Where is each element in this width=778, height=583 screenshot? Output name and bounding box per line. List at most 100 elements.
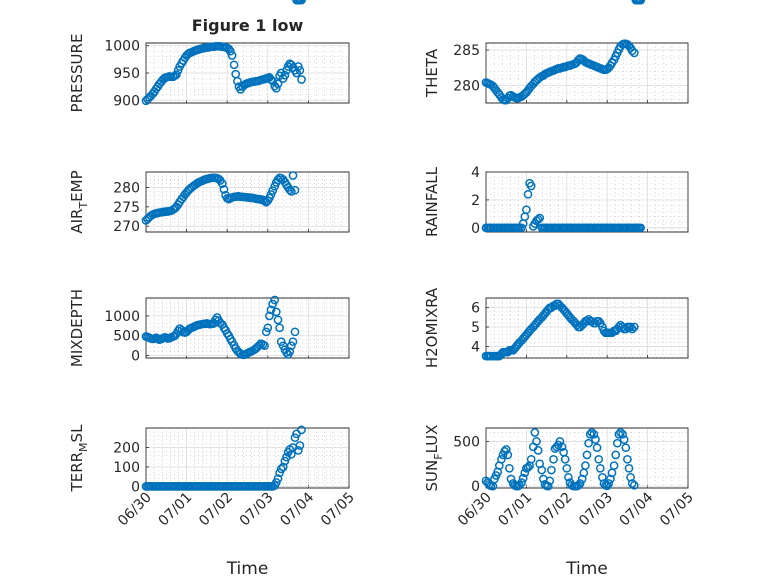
data-point: [288, 337, 298, 347]
y-tick-label: 950: [113, 66, 140, 82]
y-axis-label-tail: SL: [68, 424, 86, 443]
data-point: [266, 305, 276, 315]
data-point: [575, 479, 585, 488]
data-point: [217, 179, 227, 188]
data-point: [297, 0, 306, 5]
data-point: [517, 478, 526, 487]
data-point: [636, 223, 646, 233]
x-tick-label: 07/02: [536, 490, 576, 530]
data-point: [549, 454, 558, 464]
data-point: [270, 295, 280, 305]
data-point: [229, 60, 239, 70]
data-point: [290, 185, 300, 195]
axes-frame: [145, 42, 350, 104]
data-point: [260, 341, 269, 351]
data-point: [285, 347, 295, 356]
data-point: [227, 51, 237, 60]
data-point: [594, 454, 604, 464]
data-point: [258, 340, 268, 349]
x-tick-label: 07/04: [617, 489, 657, 529]
data-point: [288, 171, 298, 180]
data-point: [611, 450, 621, 460]
axes-frame: [485, 297, 689, 359]
x-tick-label: 07/02: [196, 490, 236, 530]
x-tick-label: 07/01: [495, 490, 535, 530]
data-point: [547, 465, 556, 475]
data-point: [592, 443, 602, 453]
axes-background: [485, 171, 689, 233]
y-axis-label: TERRMSL: [68, 424, 90, 493]
y-tick-label: 500: [113, 329, 140, 345]
subplot-theta: 280 285 THETA: [423, 0, 689, 105]
y-tick-label: 0: [471, 479, 480, 495]
data-point: [261, 327, 271, 337]
y-tick-label: 100: [113, 460, 140, 476]
data-point: [278, 462, 288, 472]
data-point: [543, 481, 553, 491]
y-axis-label-main: MIXDEPTH: [68, 289, 86, 367]
y-axis-label-subscript: F: [432, 453, 445, 459]
data-point: [626, 322, 635, 332]
axes-frame: [485, 42, 689, 104]
data-point: [293, 446, 303, 455]
y-tick-label: 4: [471, 339, 480, 355]
subplot-terr-msl: 0 100 200 TERRMSL 06/30 07/01 07/02 07/03 07/04 0…: [68, 424, 358, 579]
data-point: [581, 461, 590, 470]
y-axis-label-main: PRESSURE: [68, 34, 86, 113]
data-point: [619, 435, 629, 444]
x-axis-label: Time: [565, 559, 608, 579]
y-axis-label-subscript: M: [77, 442, 90, 452]
data-point: [582, 450, 592, 460]
axes-background: [145, 427, 350, 489]
data-point: [271, 83, 281, 93]
x-tick-label: 06/30: [115, 490, 155, 530]
data-point: [290, 433, 300, 443]
y-axis-label-tail: LUX: [423, 425, 441, 454]
data-point: [555, 437, 565, 446]
data-point: [618, 429, 627, 439]
data-point: [526, 454, 536, 464]
x-axis-label: Time: [226, 559, 269, 579]
data-point: [532, 437, 541, 446]
data-point: [537, 465, 547, 475]
data-point: [564, 472, 573, 482]
y-axis-label-main: THETA: [423, 48, 441, 98]
data-point: [505, 463, 514, 473]
x-tick-label: 07/03: [576, 490, 616, 530]
subplot-h2omixra: 4 5 6 H2OMIXRA: [423, 0, 689, 368]
data-point: [233, 76, 242, 86]
data-point: [280, 456, 290, 466]
y-tick-label: 6: [471, 301, 480, 317]
data-point: [523, 189, 533, 199]
data-point: [595, 463, 605, 473]
data-point: [627, 324, 637, 334]
subplot-mixdepth: 0 500 1000 MIXDEPTH: [68, 0, 350, 367]
data-point: [286, 187, 296, 196]
x-tick-label: 07/05: [657, 490, 697, 530]
data-point: [591, 435, 600, 444]
x-tick-label: 07/03: [237, 490, 277, 530]
subplot-air-temp: 270 275 280 AIRTEMP: [68, 0, 350, 235]
y-tick-label: 4: [471, 165, 480, 181]
data-point: [266, 75, 276, 84]
data-series: [481, 0, 646, 105]
data-point: [621, 443, 631, 453]
data-point: [506, 474, 516, 484]
y-axis-label-tail: EMP: [68, 170, 86, 201]
axes-frame: [145, 171, 350, 233]
data-point: [533, 215, 543, 224]
y-tick-label: 275: [113, 200, 140, 216]
data-point: [574, 480, 583, 490]
subplot-pressure: 900 950 1000 PRESSURE Figure 1 low: [68, 16, 350, 113]
y-tick-label: 1000: [104, 309, 140, 325]
data-point: [268, 186, 278, 195]
y-axis-label-main: RAINFALL: [423, 166, 441, 237]
data-point: [523, 463, 533, 472]
data-point: [273, 79, 283, 89]
data-point: [503, 450, 513, 460]
data-point: [629, 48, 639, 58]
data-point: [522, 205, 531, 215]
data-point: [526, 181, 536, 191]
x-tick-label: 07/05: [318, 490, 358, 530]
